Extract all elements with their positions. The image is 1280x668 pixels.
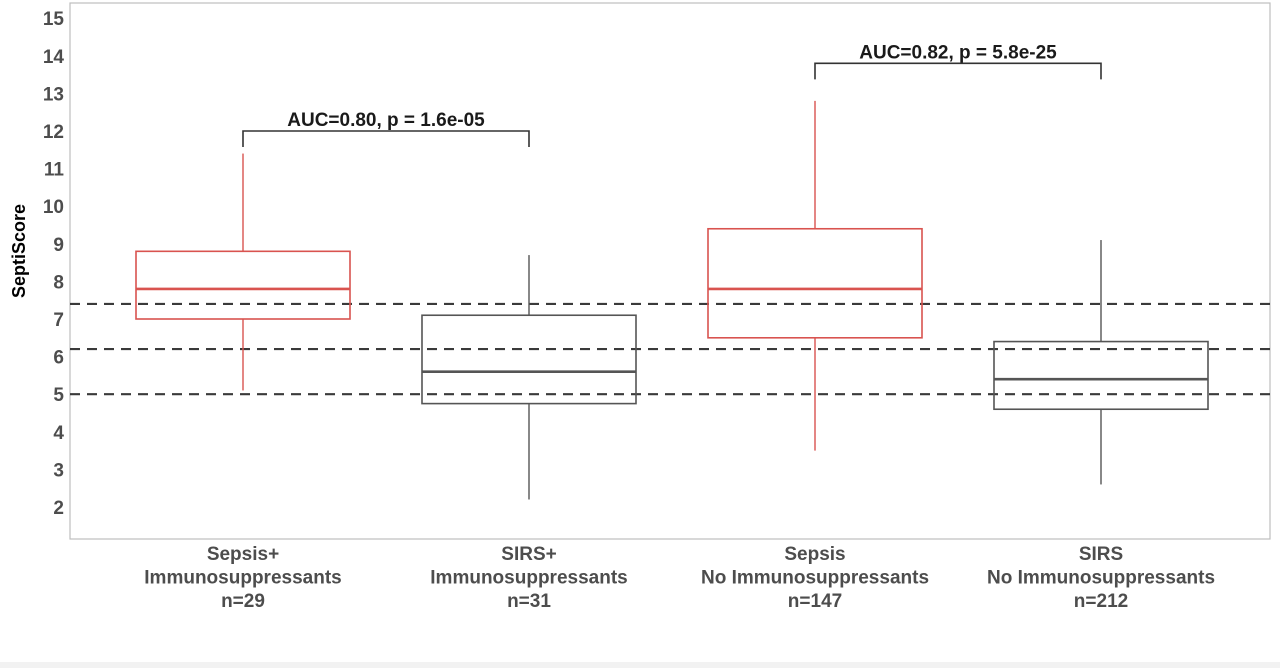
bracket-label: AUC=0.82, p = 5.8e-25 xyxy=(859,42,1057,63)
bracket-line xyxy=(814,62,1102,80)
x-category-line: Immunosuppressants xyxy=(430,568,627,589)
x-category-label: SIRS No Immunosuppressants n=212 xyxy=(987,544,1215,612)
x-category-label: SIRS+ Immunosuppressants n=31 xyxy=(430,544,627,612)
box-iqr xyxy=(993,340,1209,411)
x-category-line: Sepsis xyxy=(784,544,845,565)
box-iqr xyxy=(135,250,351,320)
x-category-line: n=29 xyxy=(221,591,265,612)
x-category-line: n=31 xyxy=(507,591,551,612)
box-3 xyxy=(707,100,923,451)
box-1 xyxy=(135,153,351,391)
box-4 xyxy=(993,240,1209,485)
reference-lines xyxy=(70,302,1270,396)
x-category-line: n=212 xyxy=(1074,591,1128,612)
y-tick-label: 6 xyxy=(53,348,64,369)
box-iqr xyxy=(421,314,637,405)
y-axis-label: SeptiScore xyxy=(9,204,29,298)
x-category-line: SIRS xyxy=(1079,544,1123,565)
y-tick-label: 2 xyxy=(53,498,64,519)
footer-band xyxy=(0,662,1280,668)
x-category-line: Immunosuppressants xyxy=(144,568,341,589)
box-iqr xyxy=(707,227,923,339)
y-axis-ticks: 2 3 4 5 6 7 8 9 10 11 12 13 14 15 xyxy=(43,9,65,519)
y-tick-label: 8 xyxy=(53,272,64,293)
x-category-line: No Immunosuppressants xyxy=(987,568,1215,589)
annotations: AUC=0.80, p = 1.6e-05 AUC=0.82, p = 5.8e-… xyxy=(242,42,1102,147)
y-tick-label: 12 xyxy=(43,122,64,143)
y-tick-label: 15 xyxy=(43,9,65,30)
y-tick-label: 11 xyxy=(44,160,65,181)
bracket-line xyxy=(242,130,530,147)
y-tick-label: 5 xyxy=(53,385,64,406)
significance-bracket-2: AUC=0.82, p = 5.8e-25 xyxy=(814,42,1102,80)
box-2 xyxy=(421,255,637,500)
y-tick-label: 9 xyxy=(53,235,64,256)
plot-panel xyxy=(69,2,1271,540)
significance-bracket-1: AUC=0.80, p = 1.6e-05 xyxy=(242,110,530,147)
x-category-line: Sepsis+ xyxy=(207,544,279,565)
x-category-line: SIRS+ xyxy=(501,544,556,565)
bracket-label: AUC=0.80, p = 1.6e-05 xyxy=(287,110,485,131)
y-tick-label: 13 xyxy=(43,84,64,105)
x-category-line: n=147 xyxy=(788,591,842,612)
x-category-line: No Immunosuppressants xyxy=(701,568,929,589)
x-category-label: Sepsis+ Immunosuppressants n=29 xyxy=(144,544,341,612)
boxes xyxy=(135,100,1209,500)
x-category-label: Sepsis No Immunosuppressants n=147 xyxy=(701,544,929,612)
y-tick-label: 3 xyxy=(53,460,64,481)
y-tick-label: 14 xyxy=(43,47,65,68)
y-tick-label: 10 xyxy=(43,197,64,218)
y-tick-label: 4 xyxy=(53,423,64,444)
y-tick-label: 7 xyxy=(53,310,64,331)
